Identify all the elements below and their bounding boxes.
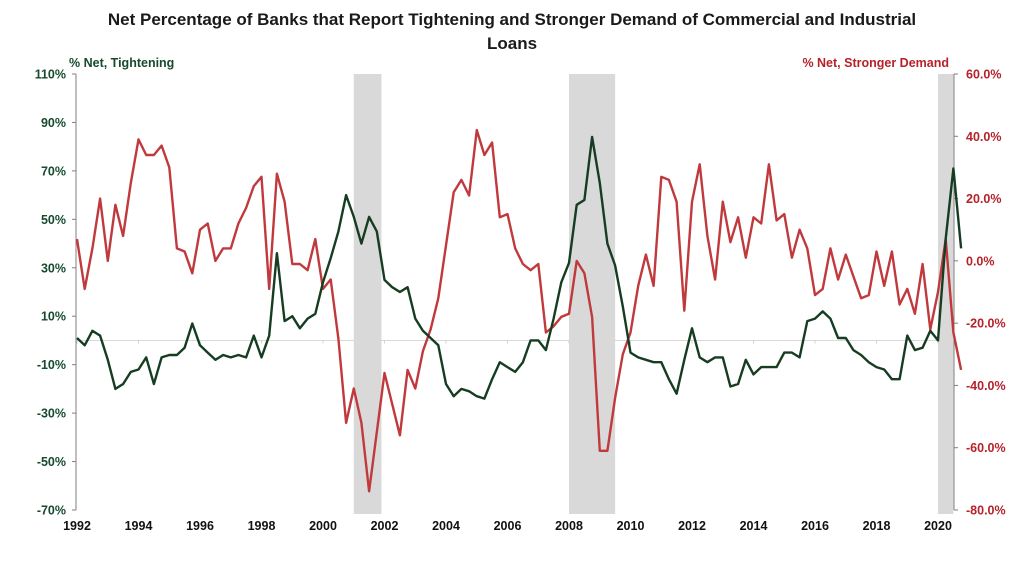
recession-band-1 [569, 74, 616, 514]
x-tick-label-4: 2000 [309, 519, 337, 533]
x-tick-label-11: 2014 [740, 519, 768, 533]
left-tick-label-0: 110% [35, 68, 66, 82]
x-tick-label-13: 2018 [863, 519, 891, 533]
series-stronger-demand [75, 128, 963, 493]
x-tick-label-7: 2006 [494, 519, 522, 533]
left-tick-label-5: 10% [41, 310, 66, 324]
x-tick-label-9: 2010 [617, 519, 645, 533]
axes: 110% 90% 70% 50% 30% 10% -10% -30% -50% -70% 60.0%… [35, 68, 1006, 534]
x-tick-label-1: 1994 [125, 519, 153, 533]
left-tick-label-8: -50% [37, 455, 66, 469]
right-tick-label-5: -40.0% [966, 379, 1006, 393]
chart-title: Net Percentage of Banks that Report Tigh… [0, 8, 1024, 56]
left-tick-label-9: -70% [37, 504, 66, 518]
left-tick-label-7: -30% [37, 407, 66, 421]
chart-title-line-1: Net Percentage of Banks that Report Tigh… [107, 10, 917, 29]
x-tick-label-8: 2008 [555, 519, 583, 533]
x-tick-label-12: 2016 [801, 519, 829, 533]
left-tick-label-1: 90% [41, 116, 66, 130]
left-axis-label: % Net, Tightening [69, 56, 175, 70]
left-tick-label-6: -10% [37, 358, 66, 372]
right-tick-label-7: -80.0% [966, 504, 1006, 518]
series-lines [75, 128, 963, 493]
recession-band-2 [938, 74, 954, 514]
right-tick-label-1: 40.0% [966, 130, 1001, 144]
right-tick-label-6: -60.0% [966, 441, 1006, 455]
right-tick-label-2: 20.0% [966, 192, 1001, 206]
recession-bands [353, 74, 954, 514]
right-tick-label-3: 0.0% [966, 254, 995, 268]
left-tick-label-3: 50% [41, 213, 66, 227]
series-tightening [76, 135, 963, 400]
x-tick-label-6: 2004 [432, 519, 460, 533]
x-tick-label-14: 2020 [924, 519, 952, 533]
x-tick-label-2: 1996 [186, 519, 214, 533]
x-tick-label-10: 2012 [678, 519, 706, 533]
x-tick-label-0: 1992 [63, 519, 91, 533]
right-axis-label: % Net, Stronger Demand [802, 56, 949, 70]
zero-line-layer [76, 339, 954, 344]
recession-band-0 [353, 74, 382, 514]
left-tick-label-2: 70% [41, 164, 66, 178]
chart-title-line-2: Loans [486, 34, 538, 53]
demand-line [75, 128, 963, 493]
x-tick-label-3: 1998 [248, 519, 276, 533]
x-tick-label-5: 2002 [371, 519, 399, 533]
left-tick-label-4: 30% [41, 261, 66, 275]
right-tick-label-0: 60.0% [966, 68, 1001, 82]
right-tick-label-4: -20.0% [966, 317, 1006, 331]
tightening-line [76, 135, 963, 400]
